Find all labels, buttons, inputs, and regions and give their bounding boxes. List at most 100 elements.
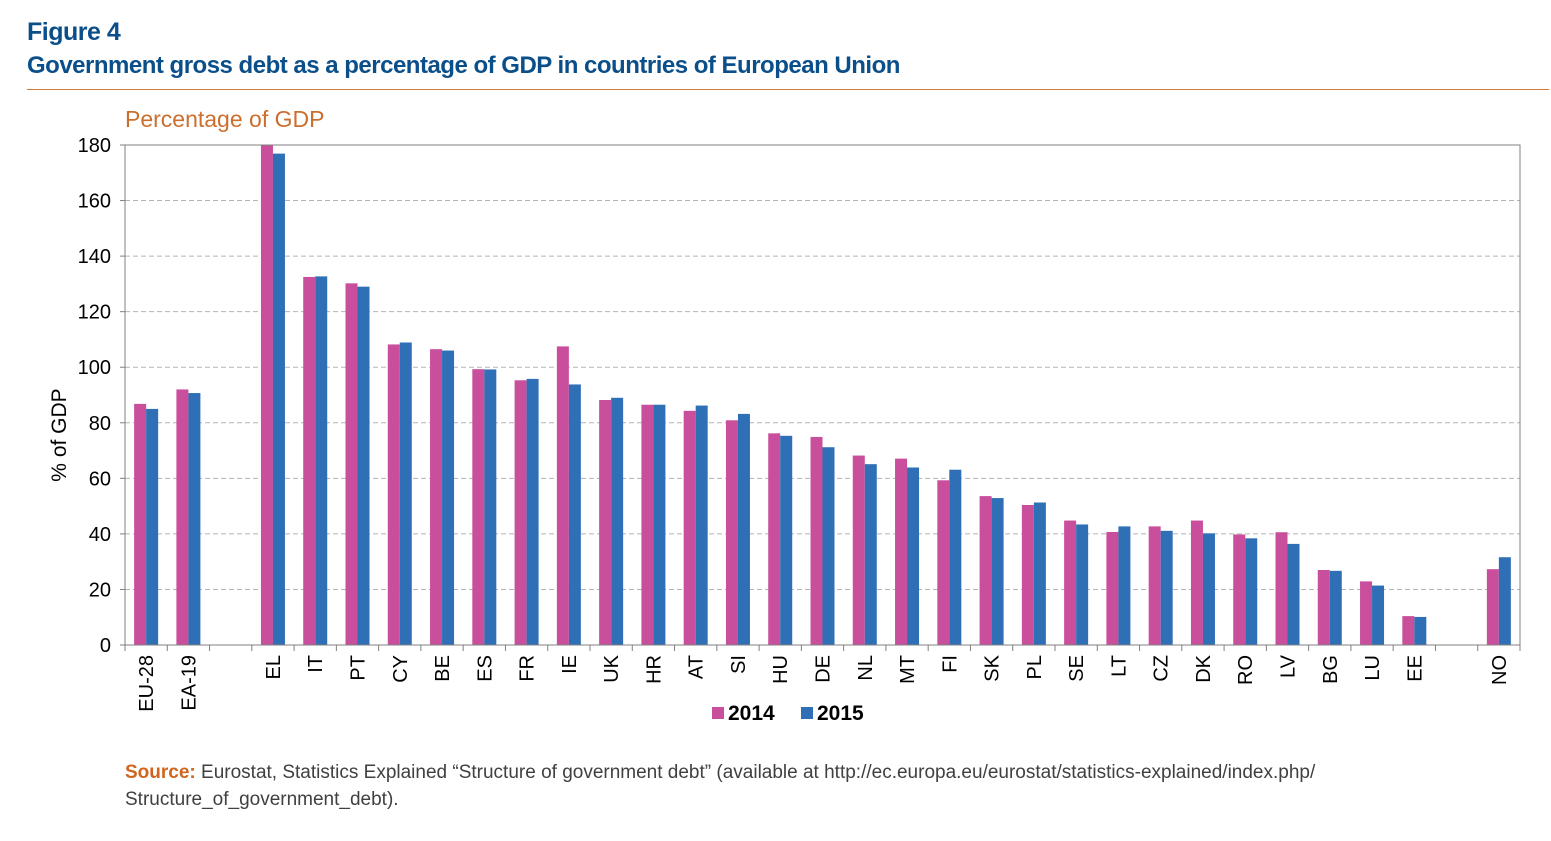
y-tick-label: 120	[78, 302, 111, 324]
source-text-line1: Eurostat, Statistics Explained “Structur…	[201, 762, 1316, 783]
x-tick-label: EE	[1404, 655, 1426, 682]
x-tick-label: NL	[855, 655, 877, 681]
bar-2014-NL	[852, 455, 865, 645]
bar-2015-PT	[357, 286, 370, 645]
bar-2014-MT	[895, 458, 908, 645]
x-tick-label: ES	[474, 655, 496, 682]
legend-swatch-2014	[712, 707, 724, 719]
bar-2015-EU-28	[146, 408, 159, 645]
bar-2014-CY	[387, 344, 400, 645]
bar-2015-NL	[864, 464, 877, 645]
bar-2014-LU	[1360, 581, 1373, 645]
bar-2014-UK	[599, 400, 612, 645]
bar-2014-RO	[1233, 534, 1246, 645]
x-tick-label: HR	[643, 655, 665, 684]
x-tick-label: EL	[263, 655, 285, 679]
x-tick-label: LT	[1108, 655, 1130, 677]
bar-2015-DK	[1202, 533, 1215, 645]
x-tick-label: CY	[390, 655, 412, 683]
x-axis-ticks: EU-28 EA-19 EL IT PT CY BE ES FR IE UK HR AT SI HU DE NL…	[124, 645, 1521, 712]
bar-2015-EE	[1414, 616, 1427, 645]
bar-2014-EE	[1402, 616, 1415, 645]
figure-title: Government gross debt as a percentage of…	[27, 52, 900, 79]
bar-2014-BG	[1317, 570, 1330, 645]
x-tick-label: EA-19	[178, 655, 200, 711]
title-divider	[27, 89, 1549, 90]
legend: 2014 2015	[712, 702, 864, 725]
bar-2014-HU	[768, 433, 781, 645]
x-tick-label: HU	[770, 655, 792, 684]
bar-2014-LT	[1106, 531, 1119, 645]
bar-2015-FI	[949, 469, 962, 645]
chart-subtitle: Percentage of GDP	[125, 106, 324, 132]
x-tick-label: SK	[982, 654, 1004, 681]
x-tick-label: DK	[1193, 654, 1215, 682]
bar-2015-MT	[907, 467, 920, 645]
source-label: Source:	[125, 762, 196, 783]
bar-2015-CY	[399, 342, 412, 645]
legend-label-2014: 2014	[728, 702, 775, 725]
bar-2014-BE	[430, 349, 443, 645]
x-tick-label: FI	[939, 655, 961, 673]
bar-2015-IE	[568, 384, 581, 645]
legend-label-2015: 2015	[817, 702, 864, 725]
bar-2014-DK	[1190, 520, 1203, 645]
bar-2015-RO	[1245, 538, 1258, 645]
y-axis-ticks: 0 20 40 60 80 100 120 140 160 180	[78, 135, 125, 657]
x-tick-label: PT	[348, 655, 370, 681]
x-tick-label: SE	[1066, 655, 1088, 682]
x-tick-label: BG	[1320, 655, 1342, 684]
bar-2015-SK	[991, 498, 1004, 645]
x-tick-label: NO	[1489, 655, 1511, 685]
x-tick-label: BE	[432, 655, 454, 682]
bar-2014-SI	[725, 420, 738, 645]
y-axis-label: % of GDP	[48, 388, 71, 481]
bar-2014-SE	[1064, 520, 1077, 645]
x-tick-label: UK	[601, 654, 623, 682]
bar-2014-SK	[979, 496, 992, 645]
bar-2015-IT	[315, 276, 328, 645]
x-tick-label: PL	[1024, 655, 1046, 679]
bar-2014-FR	[514, 380, 527, 645]
figure-label: Figure 4	[27, 18, 121, 46]
bar-2014-IT	[303, 276, 316, 645]
y-tick-label: 0	[100, 635, 111, 657]
bar-2015-EA-19	[188, 393, 201, 645]
y-tick-label: 160	[78, 191, 111, 213]
bar-2015-EL	[272, 153, 285, 645]
bar-2014-PT	[345, 283, 358, 645]
y-tick-label: 80	[89, 413, 111, 435]
bars	[134, 144, 1511, 645]
source-text-line2: Structure_of_government_debt).	[125, 789, 399, 810]
bar-2014-CZ	[1148, 526, 1161, 645]
bar-2014-HR	[641, 404, 654, 645]
bar-2015-LT	[1118, 526, 1131, 645]
y-tick-label: 20	[89, 579, 111, 601]
bar-2015-SI	[737, 413, 750, 645]
bar-2015-LU	[1372, 585, 1385, 645]
bar-2014-LV	[1275, 532, 1288, 645]
bar-2015-ES	[484, 369, 497, 645]
legend-swatch-2015	[801, 707, 813, 719]
bar-2015-CZ	[1160, 530, 1173, 645]
y-tick-label: 100	[78, 357, 111, 379]
bar-2015-BE	[442, 350, 455, 645]
bar-2014-EA-19	[176, 389, 189, 645]
bar-2014-NO	[1486, 569, 1499, 645]
bar-2015-BG	[1329, 570, 1342, 645]
x-tick-label: LU	[1362, 655, 1384, 681]
bar-2015-HU	[780, 435, 793, 645]
x-tick-label: EU-28	[136, 655, 158, 712]
bar-2014-EU-28	[134, 403, 147, 645]
plot-frame	[124, 144, 1521, 646]
y-tick-label: 180	[78, 135, 111, 157]
x-tick-label: IT	[305, 655, 327, 673]
y-tick-label: 140	[78, 246, 111, 268]
bar-2015-AT	[695, 405, 708, 645]
bar-2014-AT	[683, 410, 696, 645]
x-tick-label: CZ	[1151, 655, 1173, 682]
y-tick-label: 60	[89, 468, 111, 490]
bar-2014-DE	[810, 436, 823, 645]
x-tick-label: DE	[813, 655, 835, 683]
bar-2015-PL	[1033, 502, 1046, 645]
